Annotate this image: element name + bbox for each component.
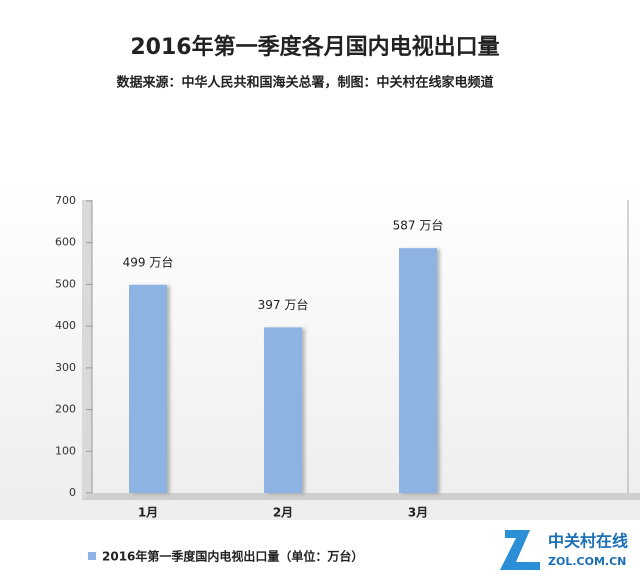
plot-background <box>0 180 640 520</box>
y-tick-label: 300 <box>55 361 76 374</box>
x-tick-label: 1月 <box>138 506 158 520</box>
plot-floor <box>82 493 640 500</box>
bar <box>399 248 437 493</box>
legend-label: 2016年第一季度国内电视出口量（单位：万台） <box>102 549 363 564</box>
bar <box>264 327 302 493</box>
value-label: 587 万台 <box>393 218 444 233</box>
y-tick-label: 700 <box>55 194 76 207</box>
y-tick-label: 200 <box>55 403 76 416</box>
plot-left-wall <box>82 200 92 500</box>
y-tick-label: 100 <box>55 444 76 457</box>
watermark-brand: 中关村在线 <box>548 532 628 551</box>
y-tick-label: 500 <box>55 277 76 290</box>
watermark-site: ZOL.COM.CN <box>548 555 626 568</box>
chart-title: 2016年第一季度各月国内电视出口量 <box>130 34 499 60</box>
y-tick-label: 600 <box>55 236 76 249</box>
x-tick-label: 3月 <box>408 506 428 520</box>
y-tick-label: 400 <box>55 319 76 332</box>
bar <box>129 284 167 493</box>
value-label: 499 万台 <box>123 254 174 269</box>
x-tick-label: 2月 <box>273 506 293 520</box>
chart-subtitle: 数据来源：中华人民共和国海关总署，制图：中关村在线家电频道 <box>116 75 493 91</box>
value-label: 397 万台 <box>258 297 309 312</box>
watermark: 中关村在线 ZOL.COM.CN <box>500 530 628 570</box>
y-tick-label: 0 <box>69 486 76 499</box>
legend-swatch <box>88 552 96 560</box>
watermark-logo <box>500 530 540 570</box>
